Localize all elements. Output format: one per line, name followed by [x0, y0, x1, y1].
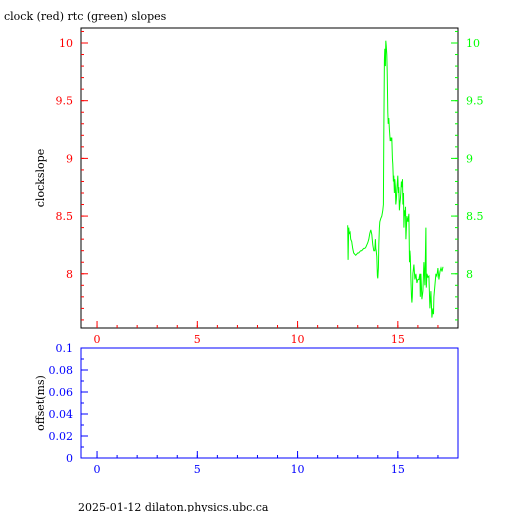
top-x-tick-label: 5 [194, 333, 201, 346]
top-x-tick-label: 0 [94, 333, 101, 346]
rtc-slope-line [347, 40, 444, 318]
bottom-x-tick-label: 5 [194, 463, 201, 476]
bottom-left-tick-label: 0 [66, 452, 73, 465]
top-left-tick-label: 9.5 [56, 95, 74, 108]
top-left-tick-label: 9 [66, 152, 73, 165]
bottom-left-tick-label: 0.06 [49, 386, 74, 399]
top-left-tick-label: 8.5 [56, 210, 74, 223]
chart-title: clock (red) rtc (green) slopes [4, 10, 167, 23]
top-left-tick-label: 8 [66, 268, 73, 281]
bottom-left-axis: 0 0.02 0.04 0.06 0.08 0.1 [49, 342, 88, 465]
bottom-plot-frame [80, 347, 459, 459]
bottom-left-tick-label: 0.02 [49, 430, 74, 443]
bottom-ylabel: offset(ms) [34, 375, 47, 431]
top-left-tick-label: 10 [59, 37, 73, 50]
bottom-left-tick-label: 0.1 [56, 342, 74, 355]
top-plot-frame [80, 27, 459, 329]
top-right-tick-label: 8 [466, 268, 473, 281]
top-right-axis: 8 8.5 9 9.5 10 [451, 30, 484, 321]
bottom-left-tick-label: 0.08 [49, 364, 74, 377]
top-x-tick-label: 10 [291, 333, 305, 346]
bottom-panel: 0 0.02 0.04 0.06 0.08 0.1 0 5 10 15 offset(ms) [34, 342, 459, 476]
footer-text: 2025-01-12 dilaton.physics.ubc.ca [78, 501, 269, 512]
top-left-axis: 8 8.5 9 9.5 10 [56, 30, 88, 321]
top-panel: 8 8.5 9 9.5 10 8 8.5 9 9.5 10 0 5 10 15 clockslope [34, 27, 484, 346]
top-right-tick-label: 9.5 [466, 95, 484, 108]
bottom-x-tick-label: 0 [94, 463, 101, 476]
bottom-bottom-axis: 0 5 10 15 [94, 451, 439, 476]
top-x-tick-label: 15 [391, 333, 405, 346]
top-right-tick-label: 9 [466, 152, 473, 165]
bottom-x-tick-label: 10 [291, 463, 305, 476]
bottom-left-tick-label: 0.04 [49, 408, 74, 421]
top-right-tick-label: 8.5 [466, 210, 484, 223]
top-right-tick-label: 10 [466, 37, 480, 50]
top-series [347, 40, 444, 318]
top-bottom-axis: 0 5 10 15 [94, 321, 439, 346]
top-ylabel: clockslope [34, 149, 47, 207]
bottom-x-tick-label: 15 [391, 463, 405, 476]
